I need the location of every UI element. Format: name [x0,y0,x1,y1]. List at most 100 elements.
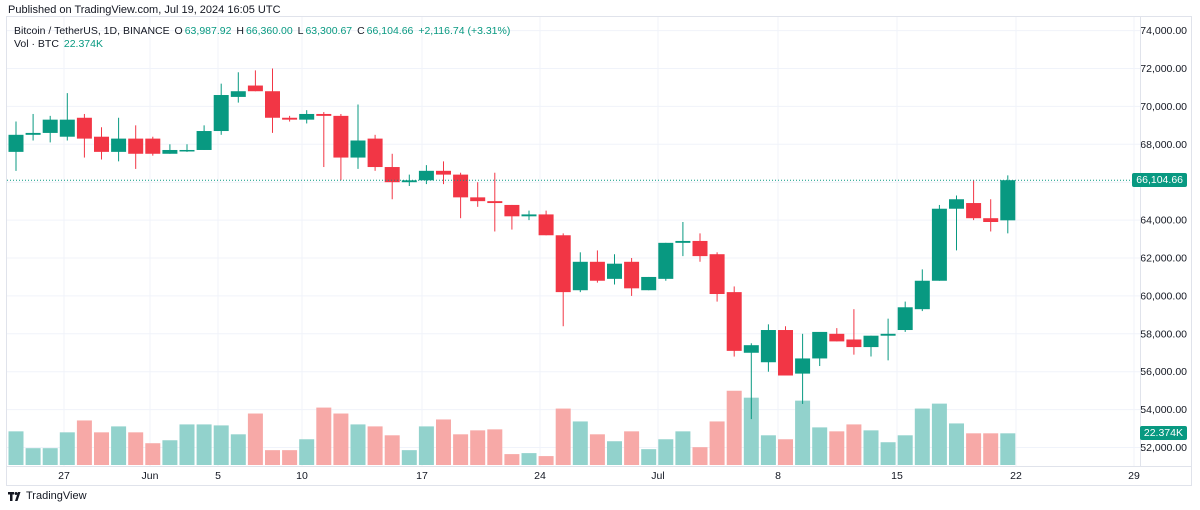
y-tick-label: 60,000.00 [1140,290,1187,302]
volume-bar [897,435,913,465]
candle [863,335,879,357]
volume-bar [949,423,964,465]
candle-body [230,91,246,97]
x-tick-label: 27 [58,470,70,482]
candle-body [863,335,879,348]
volume-bar [983,433,999,465]
volume-bar [8,431,24,465]
candle [641,276,657,291]
candle-body [333,115,349,158]
y-tick-label: 64,000.00 [1140,215,1187,227]
candle-body [538,214,554,236]
candle [470,182,486,207]
volume-bar [795,400,811,465]
x-tick-label: 15 [891,470,903,482]
volume-bar [1000,433,1016,465]
candle [162,144,178,154]
candle [812,331,828,367]
candle-body [453,174,469,198]
chart-frame[interactable] [6,16,1192,486]
candle [572,252,588,293]
volume-bar [572,421,588,465]
tradingview-logo-icon [8,491,21,501]
volume-bar [111,426,127,465]
volume-bar [914,408,930,465]
candle [316,112,332,168]
candle-body [966,203,982,219]
volume-bar [401,450,417,465]
candle-body [42,119,58,133]
volume-bar [76,420,92,465]
volume-bar [162,440,178,465]
candle [128,125,144,169]
candle-body [8,134,24,152]
volume-legend: Vol · BTC 22.374K [14,38,105,50]
candle [709,252,725,302]
volume-bar [367,426,383,465]
candle-body [247,85,263,92]
candle [367,134,383,171]
candle-body [846,339,862,348]
y-tick-label: 54,000.00 [1140,404,1187,416]
candle [350,104,366,169]
candle [25,113,41,141]
candle [949,195,964,251]
candle-body [778,330,793,376]
candle-body [726,292,742,351]
legend-vol-value: 22.374K [63,38,103,50]
candle-body [589,261,605,281]
volume-bar [453,434,469,465]
legend-close-label: C [357,25,365,37]
candle [931,204,947,281]
candle [487,172,503,232]
candle [42,115,58,143]
candle [436,161,451,185]
grid-layer [7,17,1140,466]
volume-bar [247,413,263,465]
candle [76,113,92,158]
candle-body [179,149,195,152]
candle-body [436,170,451,175]
candle-body [111,138,127,152]
volume-bar [333,413,349,465]
candle [589,250,605,283]
x-tick-label: 5 [215,470,221,482]
footer-brand[interactable]: TradingView [8,490,87,502]
candle [760,324,776,372]
candle [59,93,75,141]
volume-bar [521,453,537,465]
candle-body [555,235,571,293]
candle [504,204,520,230]
candle [607,254,622,285]
candle-body [692,240,708,257]
candle-body [384,167,400,183]
volume-bar [726,390,742,465]
candle-body [418,170,434,181]
candle [230,72,246,103]
candle-body [350,140,366,158]
candle-body [25,132,41,135]
volume-bar [42,448,58,465]
axis-layer: 27 Jun 5 10 17 24 Jul 8 15 22 29 74,000.00 72,000.00… [7,17,1192,482]
volume-bar [504,454,520,465]
candle [829,328,845,342]
candle [658,242,674,281]
candle-body [812,331,828,359]
candle [299,110,315,124]
candle-body [145,138,161,154]
volume-bar [846,424,862,465]
candle-body [76,117,92,139]
candle-body [658,242,674,279]
candle-body [196,131,212,150]
candle [778,326,793,376]
legend-high-value: 66,360.00 [245,25,293,37]
volume-bar [265,450,280,465]
candle [418,165,434,185]
candle [538,210,554,236]
volume-bar [196,424,212,465]
candle [983,199,999,232]
volume-bar [213,425,229,465]
candle-body [949,199,964,209]
candle [94,127,109,160]
